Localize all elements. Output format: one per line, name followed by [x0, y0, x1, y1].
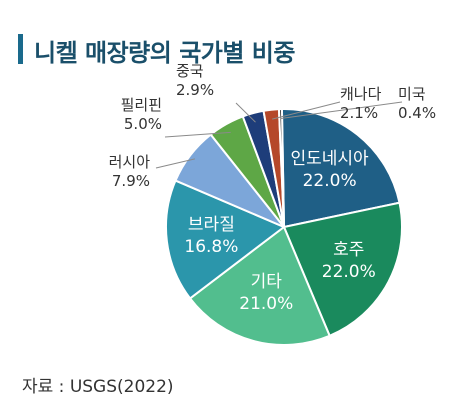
slice-value-label-6: 2.9% [176, 81, 214, 99]
slice-name-label-6: 중국 [176, 62, 204, 80]
leader-line-6 [235, 102, 256, 123]
slice-value-label-7: 2.1% [340, 104, 378, 122]
source-note: 자료 : USGS(2022) [22, 377, 174, 397]
slice-value-label-0: 22.0% [303, 171, 357, 191]
slice-value-label-8: 0.4% [398, 104, 436, 122]
leader-line-8 [280, 101, 403, 119]
leader-line-4 [155, 158, 196, 169]
slice-name-label-7: 캐나다 [340, 85, 382, 103]
leader-line-5 [164, 131, 231, 138]
slice-name-label-8: 미국 [398, 85, 426, 103]
slice-value-label-2: 21.0% [239, 294, 293, 314]
slice-name-label-4: 러시아 [109, 153, 151, 171]
slice-value-label-5: 5.0% [124, 115, 162, 133]
slice-value-label-1: 22.0% [322, 262, 376, 282]
page-title: 니켈 매장량의 국가별 비중 [34, 39, 295, 67]
pie-slice-3 [165, 179, 286, 300]
slice-name-label-3: 브라질 [188, 215, 235, 235]
slice-name-label-5: 필리핀 [121, 96, 162, 114]
slice-name-label-1: 호주 [333, 240, 364, 260]
slice-value-label-4: 7.9% [112, 172, 150, 190]
pie-slice-1 [282, 201, 403, 338]
slice-name-label-0: 인도네시아 [291, 149, 370, 169]
pie-slice-2 [188, 225, 331, 346]
title-accent-bar [18, 34, 23, 64]
pie-slice-8 [277, 108, 285, 228]
leader-line-7 [272, 101, 341, 120]
slice-value-label-3: 16.8% [184, 237, 238, 257]
pie-slice-0 [280, 108, 401, 229]
slice-name-label-2: 기타 [251, 272, 283, 292]
